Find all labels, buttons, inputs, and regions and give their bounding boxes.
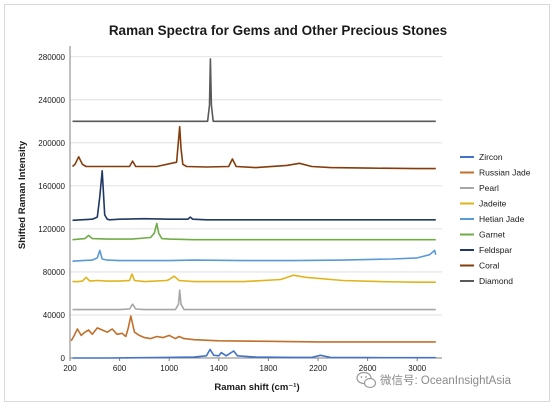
legend: Zircon Russian Jade Pearl Jadeite Hetian Jad… [460,152,531,286]
chart-title: Raman Spectra for Gems and Other Preciou… [109,23,447,38]
x-tick-labels: 200 600 1000 1400 1800 2200 2600 3000 [63,364,426,373]
legend-entry: Coral [479,261,499,271]
series-garnet [72,222,436,241]
x-tick-label: 2600 [359,364,377,373]
x-tick-label: 200 [63,364,77,373]
legend-entry: Garnet [479,230,506,240]
series-feldspar [72,170,436,222]
series-hetian-jade [72,249,437,262]
series-jadeite [72,273,436,284]
x-tick-label: 1400 [210,364,228,373]
y-tick-label: 120000 [38,225,65,234]
legend-entry: Hetian Jade [479,214,525,224]
y-tick-label: 160000 [38,182,65,191]
x-axis-label: Raman shift (cm⁻¹) [214,382,299,393]
axes [69,46,442,361]
y-tick-label: 240000 [38,96,65,105]
y-tick-label: 40000 [43,311,66,320]
x-tick-label: 1800 [260,364,278,373]
y-axis-label: Shifted Raman Intensity [17,140,28,249]
legend-entry: Jadeite [479,199,507,209]
series-coral [71,125,436,170]
y-tick-label: 0 [61,354,66,363]
watermark-text: 微信号: OceanInsightAsia [380,373,512,387]
legend-entry: Feldspar [479,245,512,255]
y-tick-labels: 0 40000 80000 120000 160000 200000 240000 28000… [38,53,65,363]
x-tick-label: 1000 [160,364,178,373]
legend-entry: Pearl [479,183,499,193]
legend-entry: Diamond [479,276,513,286]
series-zircon [72,348,436,359]
series-pearl [72,289,436,311]
watermark: 微信号: OceanInsightAsia [356,371,512,389]
series-lines [70,58,437,359]
x-tick-label: 600 [113,364,127,373]
wechat-icon [356,371,377,389]
y-tick-label: 80000 [43,268,66,277]
gridlines [70,56,442,316]
series-russian-jade [70,315,436,343]
x-tick-label: 2200 [309,364,327,373]
chart-frame [4,4,550,402]
series-diamond [72,58,436,123]
x-tick-label: 3000 [408,364,426,373]
legend-entry: Zircon [479,152,503,162]
y-tick-label: 280000 [38,53,65,62]
legend-entry: Russian Jade [479,168,531,178]
y-tick-label: 200000 [38,139,65,148]
